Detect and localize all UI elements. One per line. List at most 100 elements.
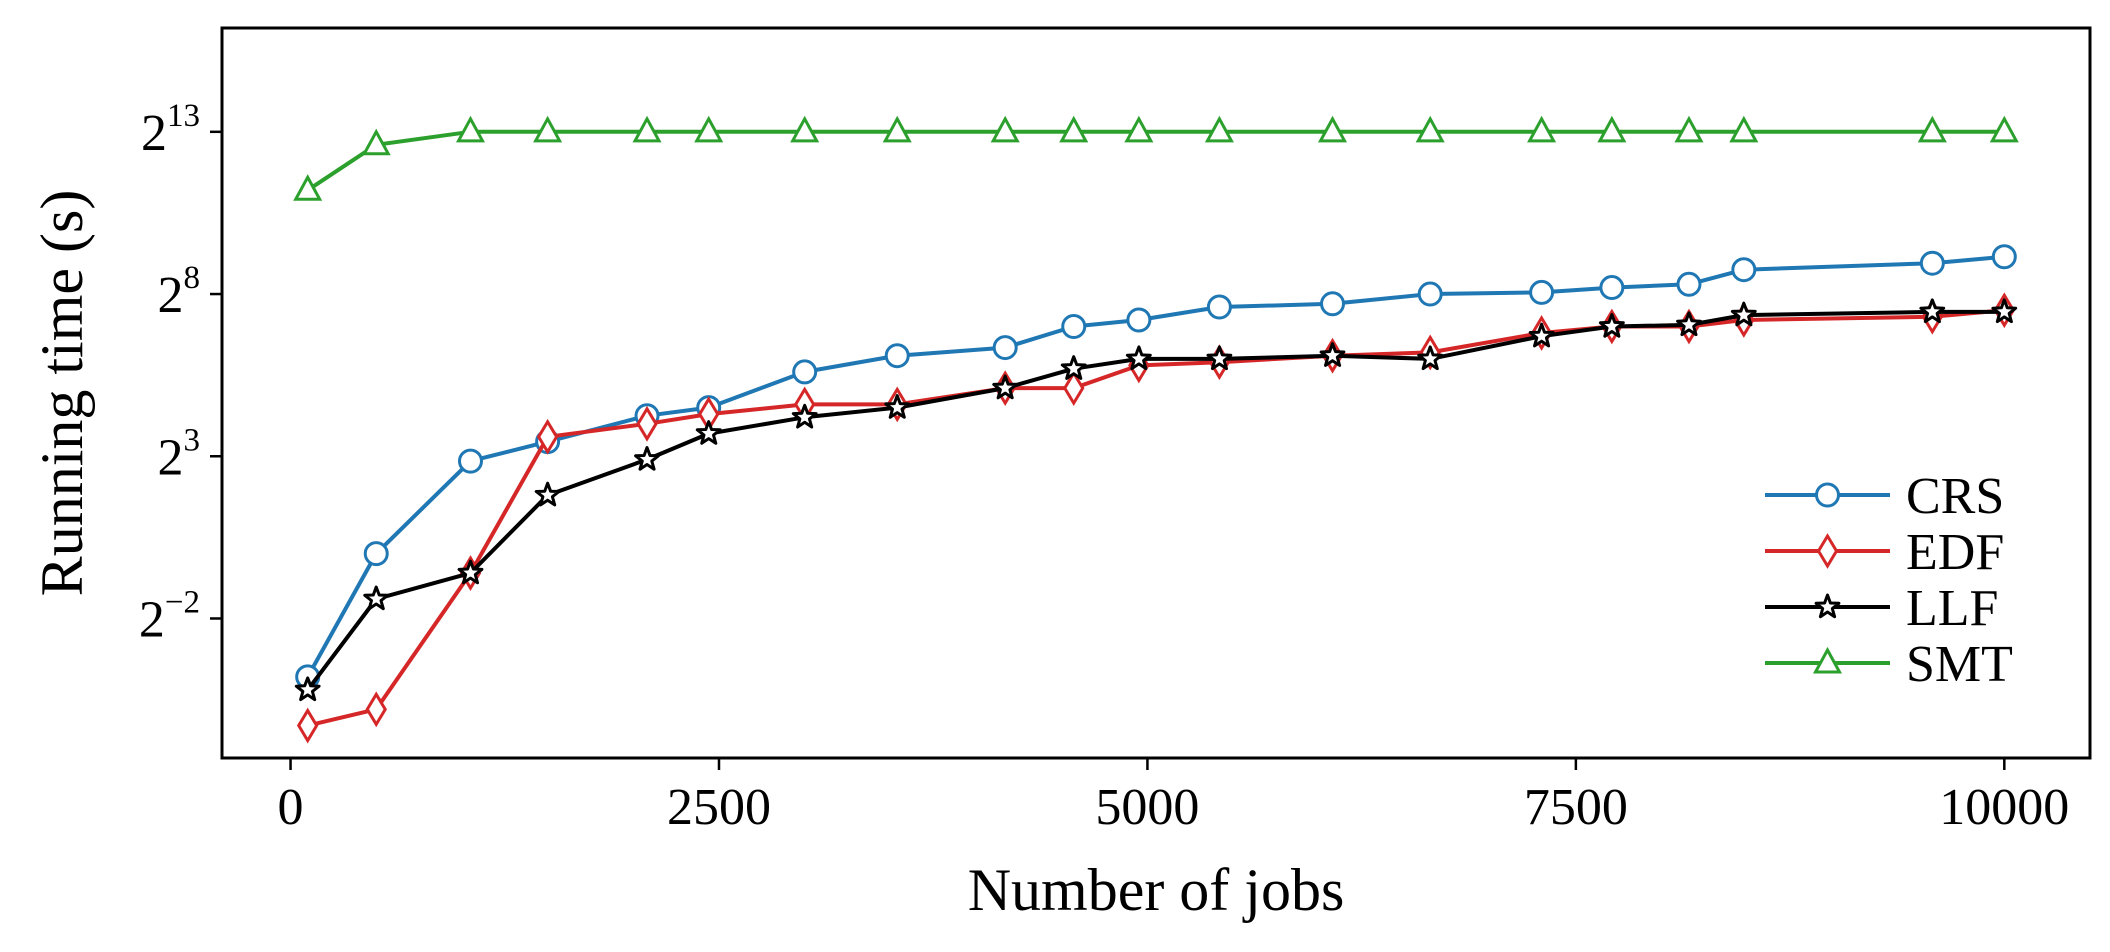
y-tick-base: 2 (139, 591, 165, 648)
data-point-llf (1060, 355, 1087, 380)
data-point-crs (1529, 279, 1555, 305)
data-point-llf (1676, 311, 1702, 337)
data-point-crs (884, 343, 910, 369)
x-tick-label: 7500 (1524, 779, 1628, 836)
data-point-llf (1319, 342, 1346, 367)
data-point-crs (1919, 250, 1945, 276)
data-point-llf (884, 394, 911, 419)
data-point-llf (1991, 298, 2018, 324)
legend-label-llf: LLF (1906, 580, 1998, 637)
data-point-edf (365, 691, 387, 728)
data-point-smt (1204, 115, 1234, 143)
data-point-llf (992, 374, 1019, 400)
data-point-crs (792, 359, 818, 385)
y-tick-label: 23 (158, 422, 201, 486)
data-point-llf (1598, 313, 1625, 338)
x-tick-label: 2500 (667, 779, 771, 836)
data-point-edf (636, 405, 658, 442)
data-point-smt (990, 115, 1020, 143)
data-point-crs (457, 448, 483, 474)
data-point-llf (1528, 322, 1555, 348)
data-point-crs (1599, 275, 1625, 301)
legend-marker-smt (1812, 646, 1843, 674)
y-tick-label: 28 (158, 260, 201, 324)
data-point-crs (1206, 294, 1232, 320)
data-point-smt (1317, 115, 1348, 143)
series-llf (294, 298, 2018, 702)
data-point-smt (694, 115, 724, 143)
data-point-llf (457, 559, 484, 585)
data-point-smt (1674, 115, 1704, 143)
series-line-smt (306, 129, 2005, 192)
data-point-crs (1731, 257, 1757, 283)
legend-marker-crs (1815, 482, 1840, 508)
data-point-llf (1125, 345, 1152, 371)
data-point-edf (536, 418, 559, 455)
series-edf (296, 292, 2016, 744)
series-line-llf (306, 309, 2005, 692)
legend-entry-edf: EDF (1765, 524, 2004, 581)
data-point-smt (1597, 115, 1627, 143)
data-point-smt (1124, 115, 1154, 143)
data-point-llf (1919, 298, 1946, 324)
data-point-crs (992, 335, 1018, 361)
data-point-smt (1415, 115, 1445, 143)
x-tick-label: 5000 (1095, 779, 1199, 836)
data-point-crs (1061, 313, 1087, 339)
series-layer (293, 115, 2019, 744)
y-tick-label: 2−2 (139, 584, 200, 648)
y-tick-base: 2 (158, 429, 184, 486)
y-tick-exponent: 13 (167, 98, 200, 134)
legend-entry-smt: SMT (1765, 636, 2013, 693)
data-point-smt (455, 115, 486, 143)
x-axis: 0 2500 5000 7500 10000 (278, 758, 2069, 836)
data-point-llf (363, 585, 390, 611)
data-point-smt (1059, 115, 1089, 143)
data-point-llf (695, 420, 722, 445)
data-point-llf (1206, 345, 1233, 371)
data-point-smt (361, 128, 391, 156)
data-point-edf (1062, 370, 1085, 407)
data-point-edf (296, 707, 319, 744)
legend-label-crs: CRS (1906, 468, 2004, 525)
y-tick-base: 2 (141, 105, 167, 162)
series-smt (293, 115, 2019, 201)
legend-label-edf: EDF (1906, 524, 2004, 581)
data-point-llf (791, 403, 818, 429)
y-tick-exponent: 8 (184, 260, 201, 296)
x-tick-label: 10000 (1939, 779, 2069, 836)
x-axis-label: Number of jobs (968, 857, 1345, 923)
data-point-smt (533, 115, 563, 143)
legend-marker-llf (1814, 593, 1841, 619)
data-point-crs (1991, 244, 2017, 270)
data-point-smt (1989, 115, 2019, 143)
plot-frame (220, 26, 2092, 760)
legend-label-smt: SMT (1906, 636, 2013, 693)
data-point-crs (1676, 271, 1702, 297)
series-crs (295, 244, 2017, 690)
data-point-llf (1730, 301, 1757, 327)
data-point-llf (1417, 345, 1444, 371)
data-point-crs (1320, 291, 1346, 317)
data-point-smt (790, 115, 820, 143)
legend-entry-llf: LLF (1765, 580, 1998, 637)
data-point-smt (293, 174, 323, 201)
series-line-crs (305, 254, 2005, 678)
data-point-smt (1527, 115, 1557, 143)
data-point-smt (632, 115, 662, 143)
series-line-edf (307, 308, 2005, 728)
y-tick-label: 213 (141, 98, 200, 162)
y-tick-base: 2 (158, 267, 184, 324)
data-point-crs (1126, 307, 1152, 333)
data-point-smt (1729, 115, 1759, 143)
data-point-crs (1417, 281, 1443, 307)
x-tick-label: 0 (278, 779, 304, 836)
data-point-crs (363, 541, 389, 567)
y-tick-exponent: −2 (165, 584, 200, 620)
data-point-smt (1917, 115, 1947, 143)
data-point-llf (294, 676, 321, 702)
data-point-smt (882, 115, 912, 143)
